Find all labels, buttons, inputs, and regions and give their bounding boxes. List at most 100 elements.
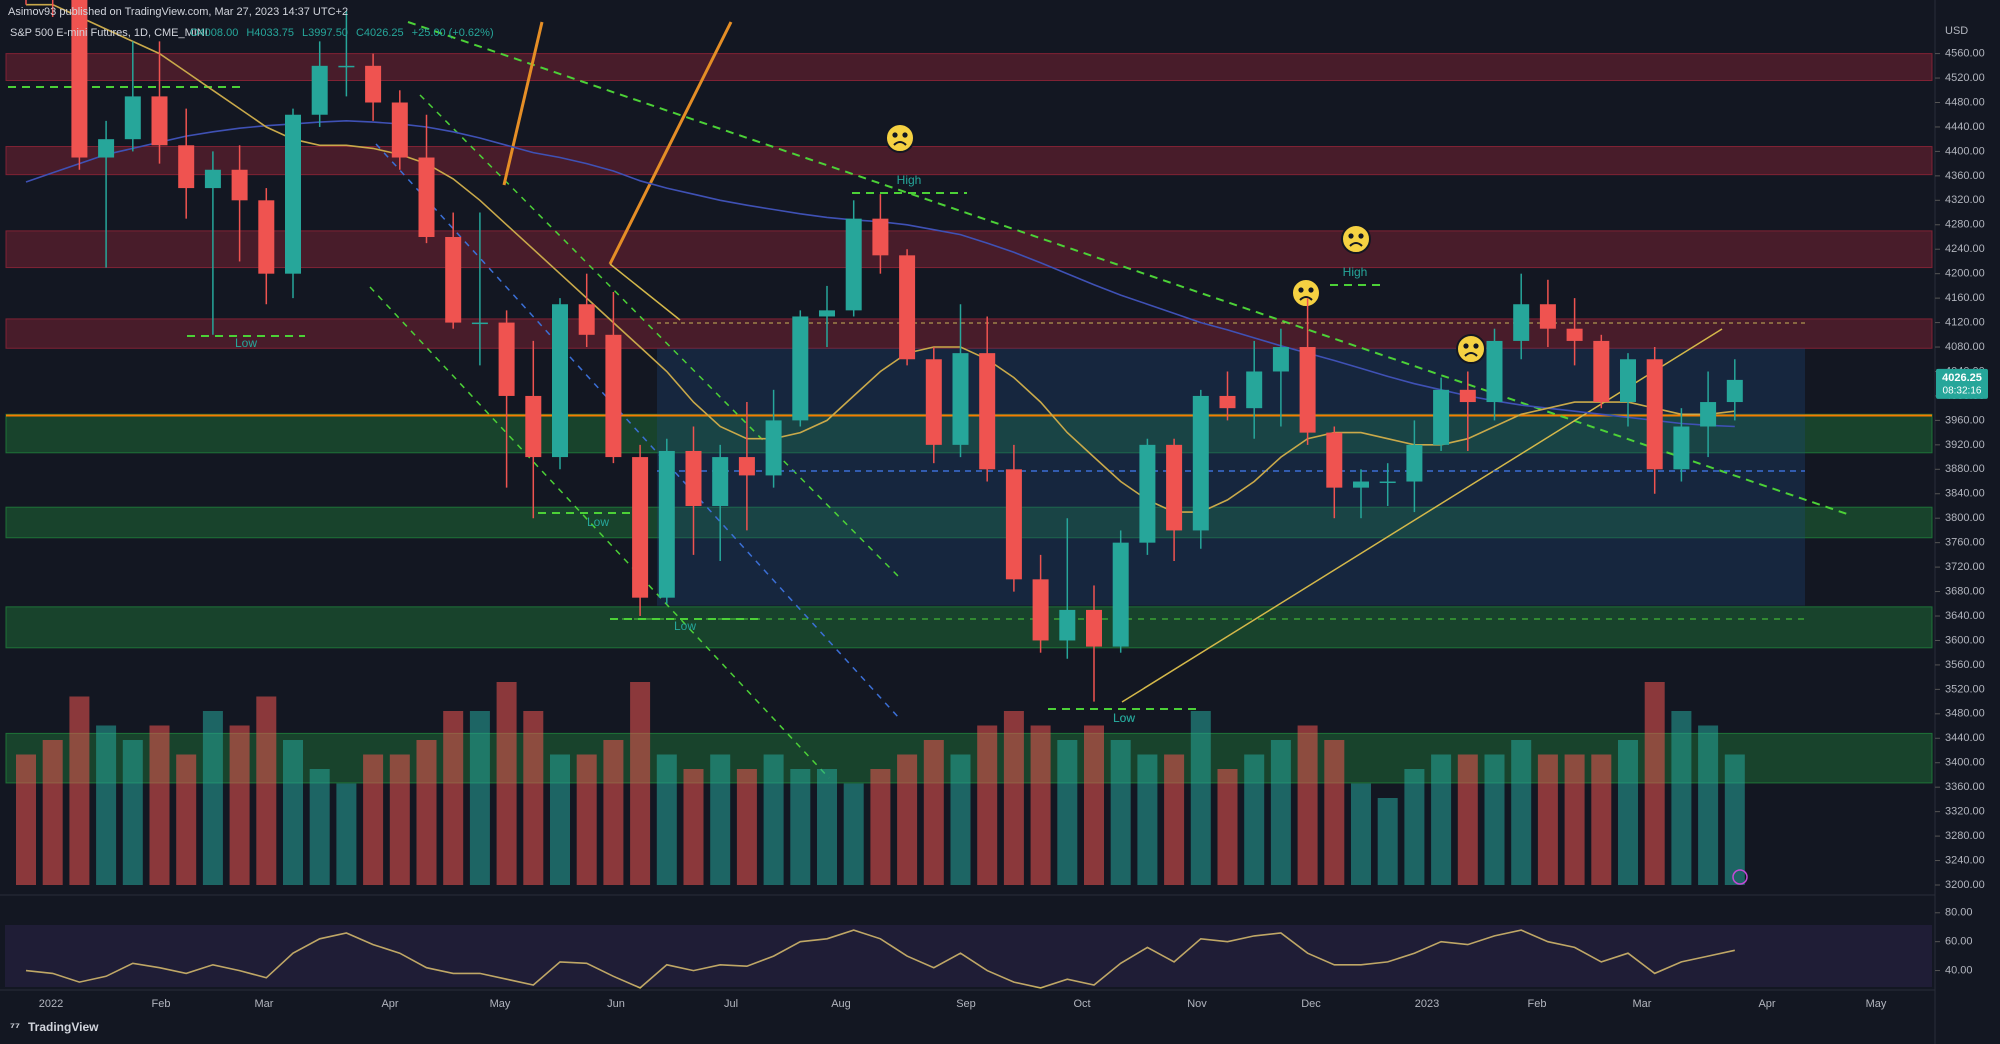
y-tick-label: 3640.00 bbox=[1945, 610, 1985, 622]
x-tick-label: 2022 bbox=[39, 998, 63, 1010]
rsi-tick-label: 40.00 bbox=[1945, 964, 1973, 976]
x-tick-label: May bbox=[1866, 998, 1887, 1010]
trend-line bbox=[502, 21, 544, 186]
y-tick-label: 3960.00 bbox=[1945, 414, 1985, 426]
volume-bar bbox=[1057, 740, 1078, 885]
y-tick-label: 4160.00 bbox=[1945, 292, 1985, 304]
symbol-title: S&P 500 E-mini Futures, 1D, CME_MINI bbox=[10, 27, 208, 39]
price-zone bbox=[5, 53, 1933, 81]
volume-bar bbox=[1724, 754, 1745, 885]
volume-bar bbox=[1377, 798, 1398, 885]
x-tick-label: Mar bbox=[1633, 998, 1652, 1010]
volume-bar bbox=[1457, 754, 1478, 885]
x-tick-label: Oct bbox=[1073, 998, 1090, 1010]
x-tick-label: Nov bbox=[1187, 998, 1207, 1010]
sad-face-icon bbox=[1291, 278, 1321, 308]
x-tick-label: Jun bbox=[607, 998, 625, 1010]
brand-icon: ⁷⁷ bbox=[10, 1020, 20, 1034]
volume-bar bbox=[923, 740, 944, 885]
volume-bar bbox=[469, 711, 490, 885]
y-tick-label: 3720.00 bbox=[1945, 561, 1985, 573]
pivot-label: Low bbox=[587, 515, 609, 529]
volume-bar bbox=[1404, 769, 1425, 885]
candle-body bbox=[1166, 444, 1183, 531]
volume-bar bbox=[1671, 711, 1692, 885]
y-tick-label: 3480.00 bbox=[1945, 708, 1985, 720]
volume-bar bbox=[363, 754, 384, 885]
candle-body bbox=[1539, 304, 1556, 329]
volume-bar bbox=[1270, 740, 1291, 885]
candle-body bbox=[1433, 389, 1450, 445]
volume-bar bbox=[149, 725, 170, 885]
y-tick-label: 4480.00 bbox=[1945, 96, 1985, 108]
volume-bar bbox=[977, 725, 998, 885]
price-zone bbox=[5, 506, 1933, 539]
volume-bar bbox=[550, 754, 570, 885]
volume-bar bbox=[283, 740, 303, 885]
y-tick-label: 3920.00 bbox=[1945, 439, 1985, 451]
candle-body bbox=[1513, 304, 1530, 341]
y-tick-label: 4080.00 bbox=[1945, 341, 1985, 353]
candle-body bbox=[1379, 481, 1396, 484]
candle-body bbox=[819, 310, 835, 317]
x-tick-label: Mar bbox=[255, 998, 274, 1010]
volume-bar bbox=[202, 711, 223, 885]
volume-bar bbox=[1537, 754, 1558, 885]
y-tick-label: 4440.00 bbox=[1945, 121, 1985, 133]
trend-line bbox=[608, 21, 733, 265]
candle-body bbox=[979, 353, 996, 470]
volume-bar bbox=[603, 740, 624, 885]
sad-face-icon bbox=[1456, 334, 1486, 364]
candle-body bbox=[204, 169, 221, 189]
candle-body bbox=[1673, 426, 1690, 470]
sad-face-icon bbox=[1341, 224, 1371, 254]
volume-bar bbox=[1351, 783, 1371, 885]
y-tick-label: 4120.00 bbox=[1945, 316, 1985, 328]
y-tick-label: 4520.00 bbox=[1945, 72, 1985, 84]
x-tick-label: Jul bbox=[724, 998, 738, 1010]
candle-body bbox=[952, 353, 969, 445]
volume-bar bbox=[1511, 740, 1532, 885]
volume-bar bbox=[843, 783, 864, 885]
candle-body bbox=[872, 218, 889, 256]
volume-bar bbox=[176, 754, 197, 885]
candle-body bbox=[738, 457, 755, 476]
volume-bar bbox=[496, 682, 517, 885]
volume-bar bbox=[817, 769, 837, 885]
volume-bar bbox=[1324, 740, 1345, 885]
pivot-label: High bbox=[897, 173, 922, 187]
pivot-label: Low bbox=[1113, 711, 1135, 725]
y-tick-label: 3320.00 bbox=[1945, 806, 1985, 818]
candle-body bbox=[445, 236, 462, 323]
candle-body bbox=[151, 96, 168, 146]
x-tick-label: Feb bbox=[152, 998, 171, 1010]
candle-body bbox=[71, 0, 88, 158]
pivot-label: High bbox=[1343, 265, 1368, 279]
rsi-tick-label: 80.00 bbox=[1945, 907, 1973, 919]
volume-bar bbox=[1431, 754, 1452, 885]
candle-body bbox=[899, 255, 916, 360]
price-zone bbox=[5, 413, 1933, 454]
volume-bar bbox=[1217, 769, 1238, 885]
candle-body bbox=[578, 304, 595, 335]
volume-bar bbox=[576, 754, 597, 885]
candle-body bbox=[1620, 359, 1636, 403]
candle-body bbox=[231, 169, 248, 201]
volume-bar bbox=[790, 769, 811, 885]
candle-body bbox=[765, 420, 782, 476]
y-tick-label: 3560.00 bbox=[1945, 659, 1985, 671]
price-zone bbox=[5, 146, 1933, 176]
zones bbox=[5, 53, 1933, 784]
candle-body bbox=[1005, 469, 1022, 580]
y-tick-label: 3520.00 bbox=[1945, 683, 1985, 695]
volume-bar bbox=[763, 754, 784, 885]
currency-label: USD bbox=[1945, 25, 1968, 37]
candle-body bbox=[1059, 609, 1076, 641]
sad-face-icon bbox=[885, 123, 915, 153]
volume-bar bbox=[1618, 740, 1638, 885]
volume-bar bbox=[336, 783, 357, 885]
trend-line bbox=[419, 94, 901, 579]
volume-bar bbox=[1190, 711, 1211, 885]
lightning-icon bbox=[1732, 869, 1748, 885]
